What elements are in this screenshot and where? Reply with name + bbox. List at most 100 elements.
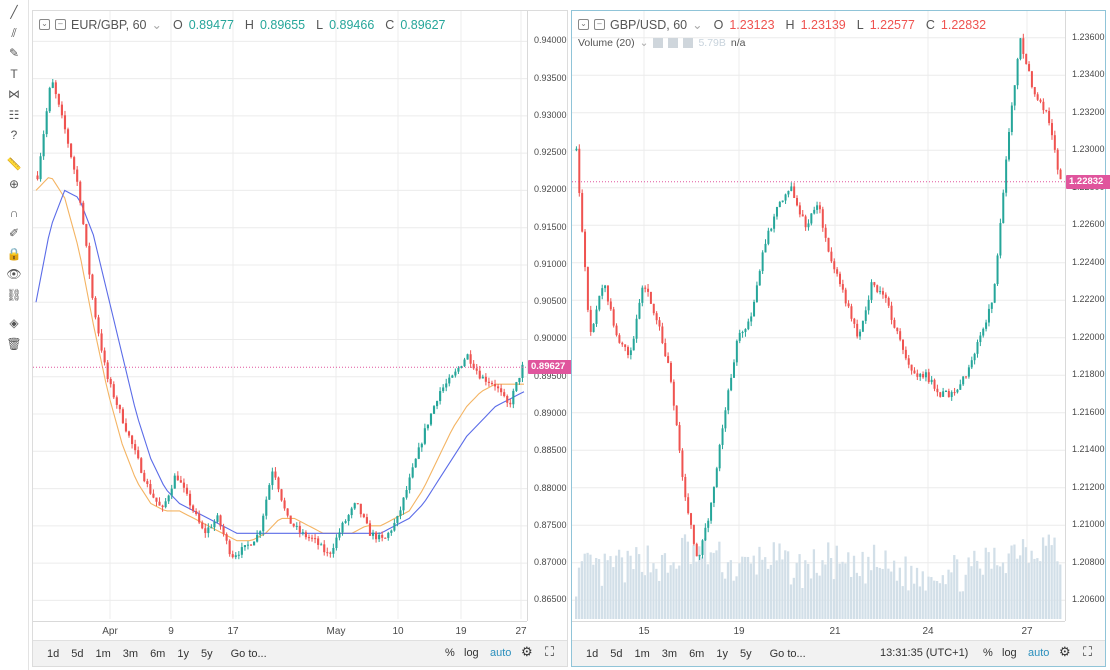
layers-icon[interactable]: ◈ <box>9 316 19 330</box>
gbpusd-plot[interactable] <box>572 11 1065 621</box>
candle-body <box>94 297 97 318</box>
price-axis[interactable]: 1.236001.234001.232001.230001.228001.226… <box>1065 11 1110 621</box>
percent-toggle[interactable]: % <box>983 647 993 659</box>
pattern-icon[interactable]: ⋈ <box>8 87 20 101</box>
candle-body <box>451 375 454 378</box>
high-label: H <box>785 17 795 32</box>
candle-body <box>353 503 356 509</box>
collapse-icon[interactable]: ⌄ <box>39 19 50 30</box>
minimize-icon[interactable]: – <box>594 19 605 30</box>
gear-icon[interactable]: ⚙ <box>1059 644 1071 659</box>
brush-icon[interactable]: ✎ <box>8 46 20 60</box>
pitchfork-icon[interactable]: ⫽ <box>11 25 17 40</box>
candle-body <box>890 305 893 320</box>
trend-line-icon[interactable]: ╱ <box>10 5 18 19</box>
chart-pane-eurgbp[interactable]: ⌄ – EUR/GBP, 60 ⌄ O 0.89477 H 0.89655 L 0.8… <box>32 10 573 667</box>
candle-body <box>390 530 393 533</box>
candle-body <box>375 532 378 540</box>
volume-label[interactable]: Volume (20) <box>578 37 635 49</box>
chart-pane-gbpusd[interactable]: ⌄ – GBP/USD, 60 ⌄ O 1.23123 H 1.23139 L 1.2… <box>571 10 1110 667</box>
chevron-down-icon[interactable]: ⌄ <box>639 37 649 49</box>
candle-body <box>1005 159 1008 193</box>
percent-toggle[interactable]: % <box>445 647 455 659</box>
eye-icon[interactable]: 👁 <box>6 267 22 281</box>
zoom-icon[interactable]: ⊕ <box>8 177 20 191</box>
candle-body <box>787 190 790 195</box>
candle-body <box>589 309 592 332</box>
fullscreen-icon[interactable]: ⛶ <box>1083 644 1093 659</box>
range-button-1y[interactable]: 1y <box>177 647 189 660</box>
range-button-6m[interactable]: 6m <box>689 647 705 660</box>
candle-body <box>134 444 137 451</box>
gear-icon[interactable]: ⚙ <box>521 644 533 659</box>
x-tick-label: May <box>326 626 346 637</box>
lock-drawing-icon[interactable]: ✐ <box>8 226 20 240</box>
volume-bar <box>855 572 859 619</box>
text-icon[interactable]: T <box>10 66 18 81</box>
candle-body <box>192 505 195 511</box>
range-button-1d[interactable]: 1d <box>47 647 60 660</box>
eye-icon[interactable] <box>668 38 679 48</box>
price-axis[interactable]: 0.94000 0.93500 0.93000 0.92500 0.92000 0.915… <box>527 11 590 621</box>
candle-body <box>979 335 982 343</box>
candle-body <box>584 231 587 268</box>
range-button-1y[interactable]: 1y <box>716 647 728 660</box>
symbol-label[interactable]: EUR/GBP, 60 <box>71 17 147 32</box>
volume-bar <box>938 583 942 619</box>
lock-icon[interactable]: 🔒 <box>6 246 22 261</box>
range-button-5d[interactable]: 5d <box>71 647 84 660</box>
open-label: O <box>173 17 183 32</box>
candle-body <box>999 223 1002 256</box>
auto-toggle[interactable]: auto <box>490 647 512 659</box>
time-axis[interactable]: Apr 9 17 May 10 19 27 <box>33 621 527 644</box>
goto-button[interactable]: Go to... <box>230 647 267 660</box>
candle-body <box>393 522 396 531</box>
chevron-down-icon[interactable]: ⌄ <box>151 18 162 32</box>
goto-button[interactable]: Go to... <box>769 647 806 660</box>
candle-body <box>60 104 63 116</box>
ruler-icon[interactable]: 📏 <box>6 156 22 171</box>
range-button-5d[interactable]: 5d <box>610 647 623 660</box>
log-toggle[interactable]: log <box>464 647 479 659</box>
volume-bar <box>586 552 589 619</box>
range-button-1m[interactable]: 1m <box>634 647 650 660</box>
x-tick-label: 19 <box>455 626 467 637</box>
candle-body <box>219 515 222 527</box>
question-icon[interactable]: ? <box>10 128 18 142</box>
candle-body <box>827 237 830 252</box>
volume-bar <box>844 563 847 619</box>
trash-icon[interactable]: 🗑 <box>6 336 22 351</box>
collapse-icon[interactable]: ⌄ <box>578 19 589 30</box>
candle-body <box>721 428 724 445</box>
range-button-5y[interactable]: 5y <box>200 647 213 660</box>
candle-body <box>131 435 134 445</box>
candle-body <box>867 299 870 311</box>
log-toggle[interactable]: log <box>1002 647 1017 659</box>
settings-icon[interactable] <box>653 38 664 48</box>
candle-body <box>124 423 128 432</box>
chevron-down-icon[interactable]: ⌄ <box>692 18 703 32</box>
minimize-icon[interactable]: – <box>55 19 66 30</box>
link-icon[interactable]: ⛓ <box>6 287 22 302</box>
close-icon[interactable] <box>683 38 694 48</box>
candle-body <box>902 339 905 350</box>
eurgbp-plot[interactable] <box>33 11 527 621</box>
fullscreen-icon[interactable]: ⛶ <box>545 644 555 659</box>
range-button-3m[interactable]: 3m <box>661 647 678 660</box>
range-button-1m[interactable]: 1m <box>95 647 111 660</box>
range-button-1d[interactable]: 1d <box>586 647 599 660</box>
magnet-icon[interactable]: ∩ <box>9 205 19 220</box>
candle-body <box>118 404 121 410</box>
candle-body <box>632 338 635 351</box>
range-button-3m[interactable]: 3m <box>122 647 139 660</box>
range-button-5y[interactable]: 5y <box>739 647 752 660</box>
gann-icon[interactable]: ☷ <box>8 107 20 122</box>
time-axis[interactable]: 15 19 21 24 27 <box>572 621 1065 644</box>
candle-body <box>42 134 45 157</box>
auto-toggle[interactable]: auto <box>1028 647 1050 659</box>
range-button-6m[interactable]: 6m <box>150 647 166 660</box>
symbol-label[interactable]: GBP/USD, 60 <box>610 17 688 32</box>
volume-bar <box>1041 537 1045 619</box>
candle-body <box>698 554 701 557</box>
volume-bar <box>890 571 893 619</box>
